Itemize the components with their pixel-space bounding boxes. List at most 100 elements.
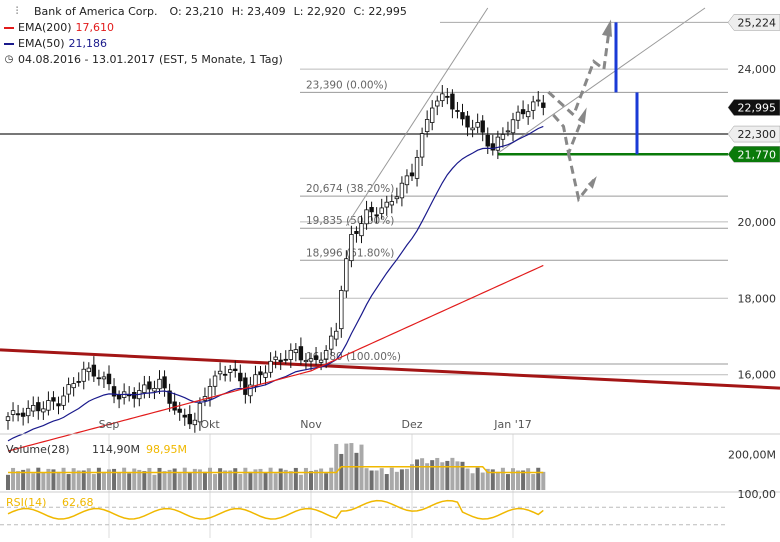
volume-bar [31, 473, 36, 490]
volume-bar [278, 468, 283, 490]
volume-bar [450, 457, 455, 490]
volume-bar [460, 461, 465, 490]
price-tag [727, 14, 780, 31]
upper-projection-arrow [547, 30, 611, 118]
ema200-value: 17,610 [75, 21, 115, 34]
volume-bar [202, 471, 207, 490]
volume-bar [511, 468, 515, 490]
close-value: C: 22,995 [353, 5, 407, 18]
candle-body [298, 346, 304, 361]
candle-body [450, 93, 455, 110]
month-label: Nov [300, 418, 322, 431]
legend-symbol-row: ⫶ Bank of America Corp. O: 23,210 H: 23,… [4, 4, 407, 20]
candle-body [440, 93, 445, 102]
price-tick-label: 16,000 [738, 369, 777, 382]
volume-bar [490, 469, 495, 490]
volume-bar [197, 469, 202, 490]
price-tag-label: 25,224 [738, 16, 777, 29]
candle-body [414, 156, 420, 179]
candle-body [41, 408, 46, 413]
candle-body [495, 136, 501, 151]
candle-body [409, 172, 415, 177]
volume-bar [157, 467, 162, 490]
candle-body [328, 335, 334, 350]
candle-body [56, 403, 61, 407]
candle-body [86, 367, 91, 373]
volume-bar [41, 472, 46, 490]
candle-body [157, 378, 162, 390]
high-value: H: 23,409 [231, 5, 286, 18]
candle-body [374, 214, 379, 217]
price-tag [727, 99, 780, 116]
volume-bar [107, 469, 111, 490]
volume-bar [399, 469, 404, 490]
volume-bar [162, 471, 167, 490]
volume-bar [86, 468, 91, 490]
candle-body [419, 133, 425, 158]
candle-body [379, 207, 384, 214]
volume-bar [172, 468, 177, 490]
candle-body [480, 120, 485, 133]
price-tick-label: 18,000 [738, 292, 777, 305]
volume-bar [152, 474, 157, 490]
volume-bar [96, 467, 101, 490]
price-tag-label: 22,995 [738, 102, 777, 115]
candle-body [308, 358, 314, 362]
candle-body [25, 407, 31, 417]
volume-bar [147, 467, 152, 490]
volume-bar [445, 460, 450, 490]
candle-body [233, 368, 238, 372]
volume-bar [187, 472, 192, 490]
price-tag [727, 125, 780, 143]
ema50-value: 21,186 [68, 37, 108, 50]
candle-body [177, 408, 182, 413]
symbol-name: Bank of America Corp. [34, 5, 158, 18]
candle-body [510, 119, 516, 134]
volume-tick-label: 200,00M [728, 448, 776, 461]
candle-body [263, 372, 268, 378]
middle-arrowhead [577, 107, 587, 124]
candle-body [147, 381, 152, 390]
volume-bar [435, 457, 440, 490]
volume-bar [16, 471, 21, 490]
price-tag-label: 21,770 [738, 148, 777, 161]
candle-body [354, 231, 359, 234]
candle-body [303, 360, 309, 363]
rsi-tick-label: 100,00 [738, 488, 777, 501]
volume-bar [500, 467, 505, 490]
candle-body [369, 207, 374, 213]
period-range: 04.08.2016 - 13.01.2017 [18, 53, 155, 66]
candle-body [490, 143, 495, 151]
volume-bar [268, 467, 273, 490]
candle-body [404, 175, 410, 186]
price-tick-label: 20,000 [738, 216, 777, 229]
volume-bar [329, 467, 334, 490]
candle-body [470, 127, 475, 131]
candle-body [318, 359, 324, 363]
volume-average-line [8, 466, 544, 474]
volume-bar [364, 468, 369, 490]
volume-bar [440, 462, 445, 490]
volume-bar [233, 468, 238, 490]
volume-bar [192, 468, 197, 490]
volume-bar [526, 468, 531, 490]
volume-bar [379, 468, 384, 490]
volume-bar [430, 460, 435, 490]
candle-body [485, 134, 490, 147]
volume-bar [485, 468, 490, 490]
volume-bar [6, 474, 10, 490]
candle-body [152, 388, 157, 392]
volume-bar [182, 467, 187, 490]
candle-body [424, 119, 430, 132]
candle-body [31, 405, 36, 412]
volume-bar [480, 472, 485, 490]
volume-bar [319, 468, 324, 490]
volume-bar [324, 473, 329, 490]
ema50-swatch [4, 43, 14, 45]
legend-period: ◷ 04.08.2016 - 13.01.2017 (EST, 5 Monate… [4, 52, 407, 68]
volume-bar [505, 474, 510, 490]
candle-body [364, 209, 369, 225]
candle-body [187, 413, 192, 425]
candle-body [238, 372, 243, 382]
volume-bar [177, 473, 182, 490]
